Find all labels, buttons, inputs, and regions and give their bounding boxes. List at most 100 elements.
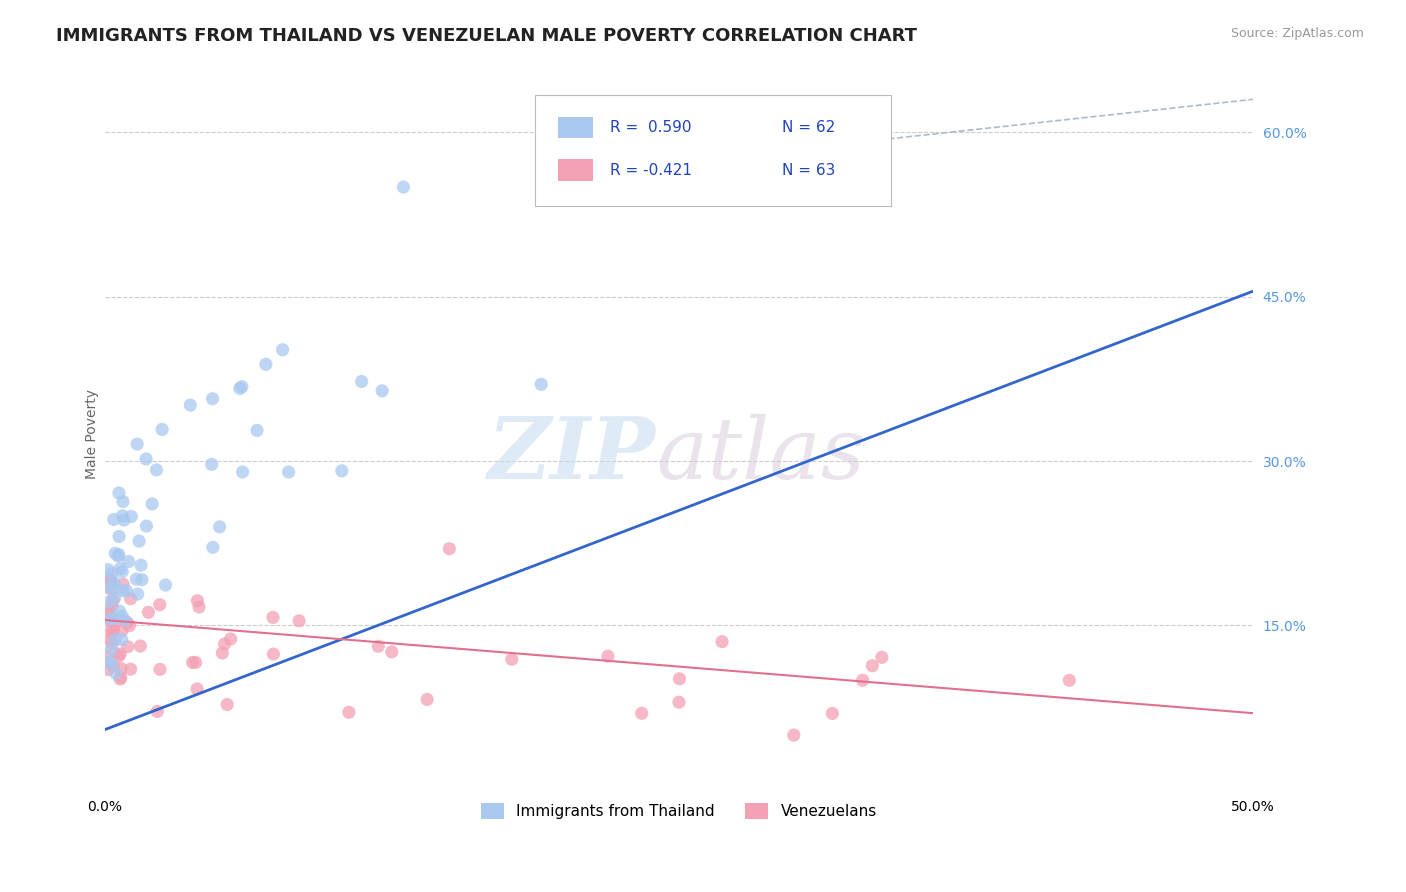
Point xyxy=(103,611,125,625)
Point xyxy=(211,646,233,660)
Point xyxy=(101,659,124,673)
Text: N = 63: N = 63 xyxy=(782,162,835,178)
Point xyxy=(114,613,136,627)
Text: ZIP: ZIP xyxy=(488,413,657,497)
Point xyxy=(852,673,875,688)
Point xyxy=(127,437,149,451)
Point xyxy=(668,672,690,686)
Point xyxy=(217,698,239,712)
Point xyxy=(97,607,120,622)
Point xyxy=(103,623,125,637)
Point xyxy=(870,650,893,665)
Point xyxy=(131,573,153,587)
Point xyxy=(530,377,553,392)
Point xyxy=(367,640,389,654)
Point xyxy=(711,634,734,648)
Bar xyxy=(558,160,593,181)
Point xyxy=(201,392,224,406)
Point xyxy=(110,671,132,685)
Point xyxy=(97,563,120,577)
Point xyxy=(179,398,201,412)
Point xyxy=(111,609,134,624)
Point xyxy=(104,616,127,631)
Point xyxy=(101,656,124,670)
Text: Source: ZipAtlas.com: Source: ZipAtlas.com xyxy=(1230,27,1364,40)
Point xyxy=(110,662,132,676)
Point xyxy=(232,465,254,479)
Point xyxy=(100,566,122,581)
Point xyxy=(98,573,121,587)
Point xyxy=(108,604,131,618)
Point xyxy=(350,375,373,389)
Point xyxy=(111,508,134,523)
Point xyxy=(229,381,252,395)
Point xyxy=(101,626,124,640)
Point xyxy=(100,623,122,637)
Point xyxy=(135,519,157,533)
Point xyxy=(108,672,131,686)
Point xyxy=(155,578,177,592)
Point xyxy=(128,534,150,549)
Point xyxy=(246,424,269,438)
Point xyxy=(1059,673,1081,688)
Point xyxy=(439,541,461,556)
Point xyxy=(668,695,690,709)
Point xyxy=(371,384,394,398)
Point xyxy=(112,577,135,591)
Point xyxy=(111,565,134,579)
Point xyxy=(201,541,224,555)
Point xyxy=(96,655,118,669)
Point xyxy=(108,647,131,661)
Text: IMMIGRANTS FROM THAILAND VS VENEZUELAN MALE POVERTY CORRELATION CHART: IMMIGRANTS FROM THAILAND VS VENEZUELAN M… xyxy=(56,27,917,45)
Point xyxy=(100,642,122,657)
Point xyxy=(104,666,127,681)
Point xyxy=(596,649,619,664)
Point xyxy=(98,632,121,647)
Point xyxy=(125,572,148,586)
Point xyxy=(107,649,129,664)
Point xyxy=(501,652,523,666)
Point xyxy=(214,637,236,651)
Text: R = -0.421: R = -0.421 xyxy=(610,162,692,178)
Point xyxy=(149,598,172,612)
Point xyxy=(107,549,129,563)
Point xyxy=(104,546,127,560)
Legend: Immigrants from Thailand, Venezuelans: Immigrants from Thailand, Venezuelans xyxy=(475,797,883,825)
Point xyxy=(112,513,135,527)
Point xyxy=(97,580,120,594)
Point xyxy=(337,706,360,720)
Point xyxy=(277,465,299,479)
Point xyxy=(146,705,169,719)
Point xyxy=(103,591,125,605)
Point xyxy=(108,562,131,576)
Point xyxy=(129,639,152,653)
Point xyxy=(97,613,120,627)
Point xyxy=(103,582,125,596)
Point xyxy=(115,583,138,598)
Text: R =  0.590: R = 0.590 xyxy=(610,120,692,135)
Point xyxy=(135,452,157,467)
Point xyxy=(184,656,207,670)
Point xyxy=(103,575,125,590)
Point xyxy=(97,663,120,677)
Point xyxy=(860,658,883,673)
Point xyxy=(262,647,284,661)
Point xyxy=(101,637,124,651)
Point xyxy=(271,343,294,357)
Point xyxy=(107,548,129,562)
Point xyxy=(97,595,120,609)
Point xyxy=(208,520,231,534)
Point xyxy=(129,558,152,573)
Point xyxy=(111,583,134,598)
Point xyxy=(120,509,142,524)
Point xyxy=(120,591,142,606)
Point xyxy=(181,656,204,670)
Point xyxy=(117,640,139,654)
Text: atlas: atlas xyxy=(657,414,865,496)
Point xyxy=(149,662,172,676)
Point xyxy=(100,612,122,626)
Point xyxy=(138,605,160,619)
Point xyxy=(127,587,149,601)
Point xyxy=(111,494,134,508)
Point xyxy=(145,463,167,477)
